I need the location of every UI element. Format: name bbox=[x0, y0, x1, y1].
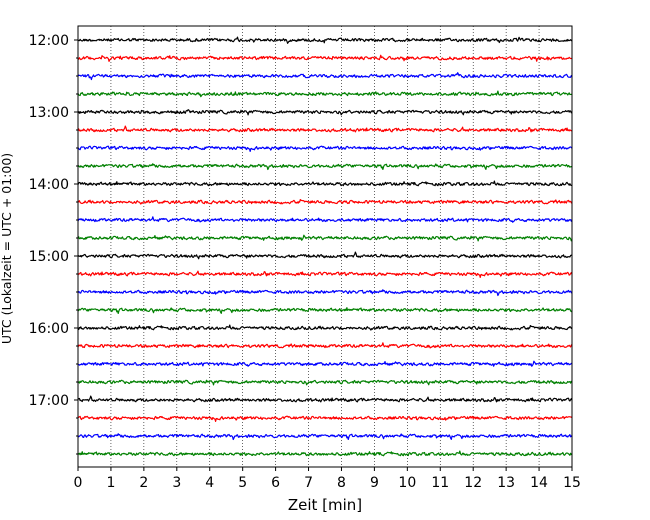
trace-line bbox=[77, 54, 573, 62]
x-axis-label: Zeit [min] bbox=[288, 496, 362, 514]
trace-line bbox=[77, 216, 573, 223]
x-tick-label: 12 bbox=[464, 475, 482, 491]
x-tick-label: 14 bbox=[530, 475, 548, 491]
y-axis-ticks: 12:00 13:00 14:00 15:00 16:00 17:00 bbox=[29, 33, 78, 455]
x-tick-label: 15 bbox=[563, 475, 581, 491]
trace-line bbox=[77, 324, 573, 331]
trace-line bbox=[77, 180, 573, 187]
x-tick-label: 9 bbox=[370, 475, 379, 491]
y-tick-label: 13:00 bbox=[29, 105, 69, 121]
x-tick-label: 6 bbox=[271, 475, 280, 491]
x-tick-label: 11 bbox=[431, 475, 449, 491]
trace-line bbox=[77, 289, 573, 297]
trace-line bbox=[77, 342, 573, 349]
trace-line bbox=[77, 307, 573, 315]
y-tick-label: 12:00 bbox=[29, 33, 69, 49]
x-axis-ticks: 0 1 2 3 4 5 6 7 8 9 10 11 12 13 14 15 bbox=[74, 467, 581, 491]
trace-line bbox=[77, 36, 573, 44]
x-tick-label: 4 bbox=[205, 475, 214, 491]
trace-line bbox=[77, 90, 573, 98]
trace-line bbox=[77, 109, 573, 116]
trace-line bbox=[77, 360, 573, 367]
x-tick-label: 7 bbox=[304, 475, 313, 491]
trace-line bbox=[77, 395, 573, 403]
y-tick-label: 17:00 bbox=[29, 393, 69, 409]
y-tick-label: 15:00 bbox=[29, 249, 69, 265]
trace-line bbox=[77, 125, 573, 133]
trace-line bbox=[77, 163, 573, 171]
x-tick-label: 3 bbox=[172, 475, 181, 491]
plot-frame bbox=[77, 25, 573, 468]
y-tick-label: 16:00 bbox=[29, 321, 69, 337]
seismic-traces bbox=[77, 36, 573, 457]
trace-line bbox=[77, 379, 573, 386]
y-axis-label: UTC (Lokalzeit = UTC + 01:00) bbox=[0, 153, 14, 344]
trace-line bbox=[77, 72, 573, 81]
x-tick-label: 8 bbox=[337, 475, 346, 491]
trace-line bbox=[77, 450, 573, 457]
x-tick-label: 5 bbox=[238, 475, 247, 491]
trace-line bbox=[77, 251, 573, 260]
x-tick-label: 0 bbox=[74, 475, 83, 491]
x-tick-label: 1 bbox=[106, 475, 115, 491]
y-tick-label: 14:00 bbox=[29, 177, 69, 193]
trace-line bbox=[77, 415, 573, 423]
trace-line bbox=[77, 198, 573, 205]
x-tick-label: 10 bbox=[398, 475, 416, 491]
trace-line bbox=[77, 234, 573, 242]
trace-line bbox=[77, 270, 573, 279]
trace-line bbox=[77, 145, 573, 153]
x-tick-label: 13 bbox=[497, 475, 515, 491]
trace-line bbox=[77, 433, 573, 441]
x-tick-label: 2 bbox=[139, 475, 148, 491]
